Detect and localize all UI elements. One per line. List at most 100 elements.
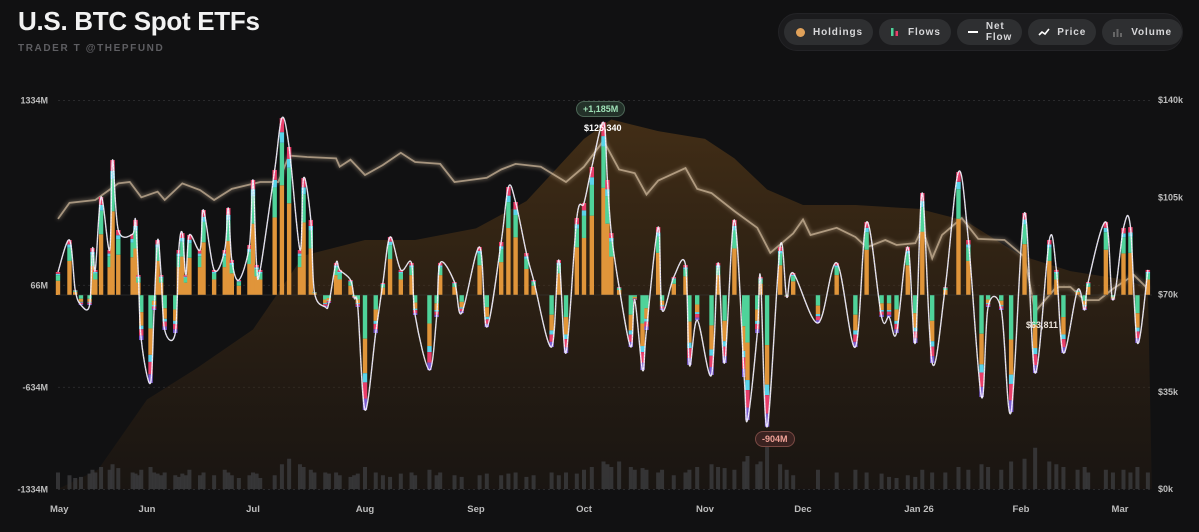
flow-bar-segment xyxy=(513,209,518,216)
flow-bar-segment xyxy=(130,234,135,239)
flow-bar-segment xyxy=(98,197,104,205)
flow-bar-segment xyxy=(628,341,634,348)
flow-bar xyxy=(549,295,554,348)
flow-bar xyxy=(581,203,587,295)
flow-bar-segment xyxy=(913,327,918,332)
flow-bar-segment xyxy=(853,295,858,315)
flow-bar-segment xyxy=(229,273,234,295)
flow-bar-segment xyxy=(333,275,339,295)
volume-bar xyxy=(930,472,935,489)
flow-bar-segment xyxy=(628,295,634,315)
flow-bar-segment xyxy=(211,279,217,295)
flow-bar-segment xyxy=(197,267,203,295)
flow-bar-segment xyxy=(524,268,529,295)
volume-bar xyxy=(198,475,202,489)
flow-bar-segment xyxy=(98,210,104,235)
flow-bar-segment xyxy=(93,271,98,274)
volume-bar xyxy=(363,467,367,489)
flow-bar-segment xyxy=(589,177,595,185)
flow-bar-segment xyxy=(722,346,727,357)
flow-bar-segment xyxy=(864,232,869,250)
flow-bar-segment xyxy=(148,374,153,384)
flow-bar-segment xyxy=(236,282,242,286)
x-tick-label: Nov xyxy=(696,504,715,515)
flow-bar-segment xyxy=(427,323,432,347)
holdings-dot-icon xyxy=(794,26,806,38)
min-flow-annotation: -904M xyxy=(755,431,795,447)
volume-bar xyxy=(159,475,164,489)
flow-bar-segment xyxy=(574,224,579,229)
flow-bar xyxy=(272,169,277,295)
flow-bar-segment xyxy=(886,314,892,318)
volume-bar xyxy=(212,475,217,489)
x-axis: May Jun Jul Aug Sep Oct Nov Dec Jan 26 Feb Mar xyxy=(50,504,1129,515)
flow-bar-segment xyxy=(864,249,869,295)
flow-bar xyxy=(956,171,961,295)
y-right-tick-label: $140k xyxy=(1158,95,1184,105)
flow-bar-segment xyxy=(201,210,206,217)
flow-bar-segment xyxy=(484,316,489,320)
toggle-net-flow[interactable]: Net Flow xyxy=(956,19,1023,45)
page-title: U.S. BTC Spot ETFs xyxy=(18,6,260,36)
flow-bar-segment xyxy=(110,170,115,179)
volume-bars-icon xyxy=(1112,26,1124,38)
flow-bar-segment xyxy=(920,207,925,232)
flow-bar-segment xyxy=(337,273,342,280)
flow-bar-segment xyxy=(1047,247,1052,261)
flow-bar-segment xyxy=(834,262,839,266)
flow-bar-segment xyxy=(709,349,714,356)
flow-bar-segment xyxy=(452,286,457,295)
flow-bar-segment xyxy=(55,273,61,276)
flow-bar-segment xyxy=(484,295,489,308)
flow-bar-segment xyxy=(78,298,84,302)
volume-bar xyxy=(556,475,561,489)
toggle-holdings[interactable]: Holdings xyxy=(784,19,873,45)
flow-bar-segment xyxy=(956,171,961,182)
flow-bar-segment xyxy=(581,203,587,211)
flow-bar-segment xyxy=(632,296,637,299)
flow-bar-segment xyxy=(459,301,464,308)
flow-bar-segment xyxy=(373,323,378,330)
volume-bar xyxy=(815,469,820,489)
flow-bar-segment xyxy=(601,146,606,188)
toggle-flows[interactable]: Flows xyxy=(878,19,951,45)
flow-bar xyxy=(197,249,203,295)
flow-bar xyxy=(694,295,700,321)
flow-bar-segment xyxy=(687,342,692,349)
flow-bars-layer xyxy=(55,118,1152,427)
flow-bar-segment xyxy=(549,314,554,331)
x-tick-label: Oct xyxy=(576,504,593,515)
flow-bar-segment xyxy=(1061,295,1066,318)
flow-bar xyxy=(1008,295,1014,413)
flow-bar-segment xyxy=(398,271,404,274)
flow-bar-segment xyxy=(709,355,714,368)
toggle-price[interactable]: Price xyxy=(1028,19,1097,45)
flow-bar xyxy=(732,219,737,295)
flow-bar-segment xyxy=(55,275,61,281)
flow-bar xyxy=(506,186,511,295)
toggle-volume[interactable]: Volume xyxy=(1102,19,1182,45)
flow-bar xyxy=(484,295,489,328)
volume-bar xyxy=(308,469,313,489)
flow-bar-segment xyxy=(605,196,610,224)
flow-bar-segment xyxy=(412,302,418,309)
volume-bar xyxy=(574,473,579,489)
flow-bar-segment xyxy=(979,333,984,365)
flow-bar-segment xyxy=(894,295,899,310)
flow-bar-segment xyxy=(67,247,72,261)
flow-bar-segment xyxy=(1082,305,1087,307)
flow-bar-segment xyxy=(499,246,504,250)
flow-bar-segment xyxy=(148,354,153,362)
flow-bar-segment xyxy=(459,307,464,309)
volume-bar xyxy=(1047,461,1052,489)
flow-bar-segment xyxy=(886,303,892,310)
flow-bar-segment xyxy=(348,285,353,295)
flow-bar-segment xyxy=(764,295,770,346)
flow-bar-segment xyxy=(362,338,368,374)
volume-bar xyxy=(388,476,393,489)
flow-bar-segment xyxy=(107,253,112,257)
price-trend-icon xyxy=(1038,26,1050,38)
flow-bar-segment xyxy=(183,276,189,278)
flow-bar-segment xyxy=(222,253,227,257)
volume-bar xyxy=(609,467,614,489)
